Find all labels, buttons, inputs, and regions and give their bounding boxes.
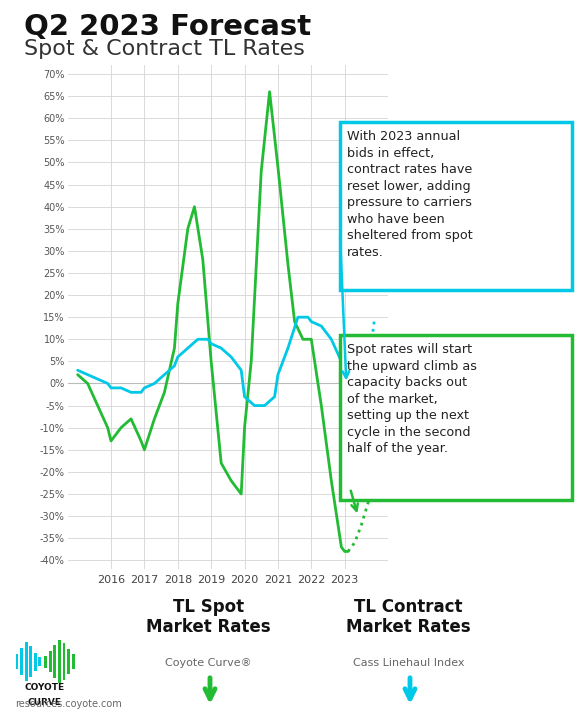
Text: Cass Linehaul Index: Cass Linehaul Index (353, 658, 465, 668)
Text: With 2023 annual
bids in effect,
contract rates have
reset lower, adding
pressur: With 2023 annual bids in effect, contrac… (347, 130, 473, 259)
Bar (67, 650, 70, 674)
Bar (49, 651, 52, 672)
Bar (38, 657, 41, 666)
Bar (15, 654, 18, 669)
Bar (67, 650, 70, 674)
Bar (62, 644, 65, 680)
Bar (49, 651, 52, 672)
Bar (20, 648, 23, 675)
Bar (29, 647, 32, 676)
Bar (72, 654, 75, 669)
Bar (20, 648, 23, 675)
Bar (29, 647, 32, 676)
Bar (38, 657, 41, 666)
Bar (54, 645, 56, 678)
Bar (25, 642, 28, 682)
Bar (44, 655, 47, 668)
Bar (54, 645, 56, 678)
Bar (58, 640, 61, 683)
Bar (58, 640, 61, 683)
Text: Q2 2023 Forecast: Q2 2023 Forecast (24, 13, 310, 41)
Text: COYOTE: COYOTE (25, 683, 65, 692)
Text: Spot rates will start
the upward climb as
capacity backs out
of the market,
sett: Spot rates will start the upward climb a… (347, 343, 477, 455)
FancyBboxPatch shape (340, 335, 572, 500)
Bar (62, 644, 65, 680)
Text: TL Spot
Market Rates: TL Spot Market Rates (146, 598, 271, 636)
FancyBboxPatch shape (340, 122, 572, 290)
Text: resources.coyote.com: resources.coyote.com (15, 699, 122, 709)
Bar (34, 652, 37, 671)
Bar (25, 642, 28, 682)
Bar (15, 654, 18, 669)
Text: CURVE: CURVE (28, 698, 62, 707)
Bar (72, 654, 75, 669)
Bar (44, 655, 47, 668)
Bar (34, 652, 37, 671)
Text: Coyote Curve®: Coyote Curve® (165, 658, 252, 668)
Text: TL Contract
Market Rates: TL Contract Market Rates (346, 598, 471, 636)
Text: Spot & Contract TL Rates: Spot & Contract TL Rates (24, 39, 305, 59)
